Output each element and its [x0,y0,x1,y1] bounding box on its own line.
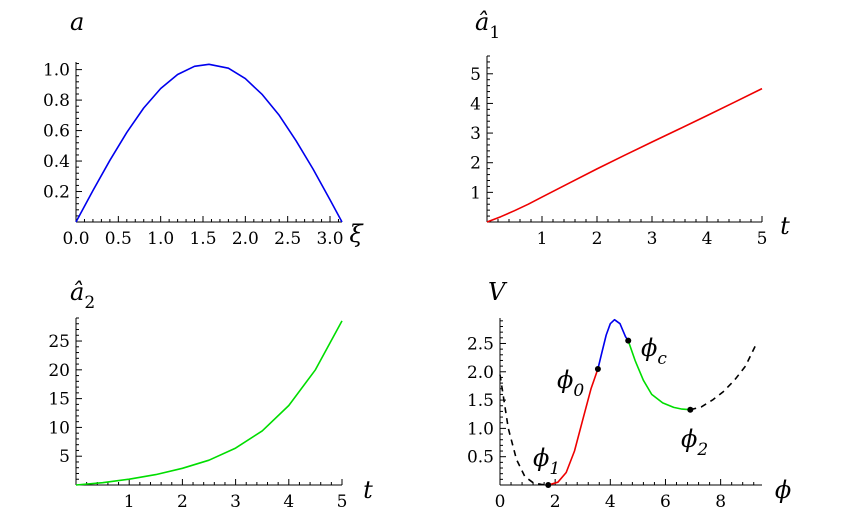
x-tick-label: 1 [537,229,548,249]
y-tick-label: 0.4 [43,152,70,172]
x-tick-label: 4 [702,229,713,249]
y-tick-label: 5 [470,65,481,85]
x-tick-label: 2 [177,492,188,512]
y-tick-label: 25 [48,332,70,352]
series-line [75,320,343,486]
y-tick-label: 20 [48,361,70,381]
x-tick-label: 5 [757,229,768,249]
data-point [545,482,552,488]
x-axis-label: ξ [349,220,364,248]
data-point [625,337,632,344]
y-tick-label: 2 [470,154,481,174]
x-tick-label: 2 [550,492,561,512]
data-point [594,365,601,372]
series-line [548,368,599,486]
x-tick-label: 3 [647,229,658,249]
series-line [690,343,758,411]
y-axis-label: â1 [475,8,500,43]
y-axis-label: â2 [70,278,95,313]
chart-3: 1 2 3 4 5 5 10 15 20 25 t â2 [48,278,373,512]
x-tick-label: 6 [660,492,671,512]
x-tick-label: 4 [605,492,616,512]
x-tick-label: 1.5 [189,229,216,249]
x-axis-label: t [363,476,373,504]
y-tick-label: 0.5 [467,448,494,468]
x-tick-label: 1 [124,492,135,512]
x-tick-label: 8 [715,492,726,512]
x-axis-label: ϕ [775,476,791,504]
series-line [597,318,629,370]
series-line [499,374,549,486]
point-label: ϕ1 [533,444,560,479]
x-tick-label: 3 [230,492,241,512]
x-tick-label: 4 [283,492,294,512]
y-tick-label: 0.8 [43,91,70,111]
chart-1: 0.0 0.5 1.0 1.5 2.0 2.5 3.0 0.2 0.4 0.6 0.8 1.0 ξ a [43,8,364,249]
y-axis-label: V [488,278,508,306]
x-tick-label: 2.0 [232,229,259,249]
chart-4: 0 2 4 6 8 0.5 1.0 1.5 2.0 2.5 ϕ Vϕ1 ϕ0 ϕc ϕ2 [467,278,791,512]
y-tick-label: 2.5 [467,334,494,354]
y-tick-label: 1.0 [467,419,494,439]
x-tick-label: 5 [337,492,348,512]
y-tick-label: 0.6 [43,122,70,142]
y-tick-label: 15 [48,390,70,410]
y-tick-label: 0.2 [43,183,70,203]
y-tick-label: 5 [59,447,70,467]
point-label: ϕ0 [557,366,584,401]
point-label: ϕc [641,334,667,369]
y-tick-label: 3 [470,124,481,144]
y-tick-label: 4 [470,94,481,114]
series-line [486,87,763,223]
x-axis-label: t [780,212,790,240]
y-tick-label: 2.0 [467,363,494,383]
x-tick-label: 2.5 [274,229,301,249]
y-tick-label: 10 [48,418,70,438]
x-tick-label: 2 [592,229,603,249]
series-line [627,340,691,411]
series-line [75,63,343,223]
x-tick-label: 0.5 [105,229,132,249]
y-tick-label: 1 [470,183,481,203]
x-tick-label: 3.0 [316,229,343,249]
point-label: ϕ2 [681,425,708,460]
x-tick-label: 0 [495,492,506,512]
y-axis-label: a [70,8,84,36]
x-tick-label: 0.0 [62,229,89,249]
x-tick-label: 1.0 [147,229,174,249]
data-point [687,406,694,413]
y-tick-label: 1.0 [43,61,70,81]
y-tick-label: 1.5 [467,391,494,411]
